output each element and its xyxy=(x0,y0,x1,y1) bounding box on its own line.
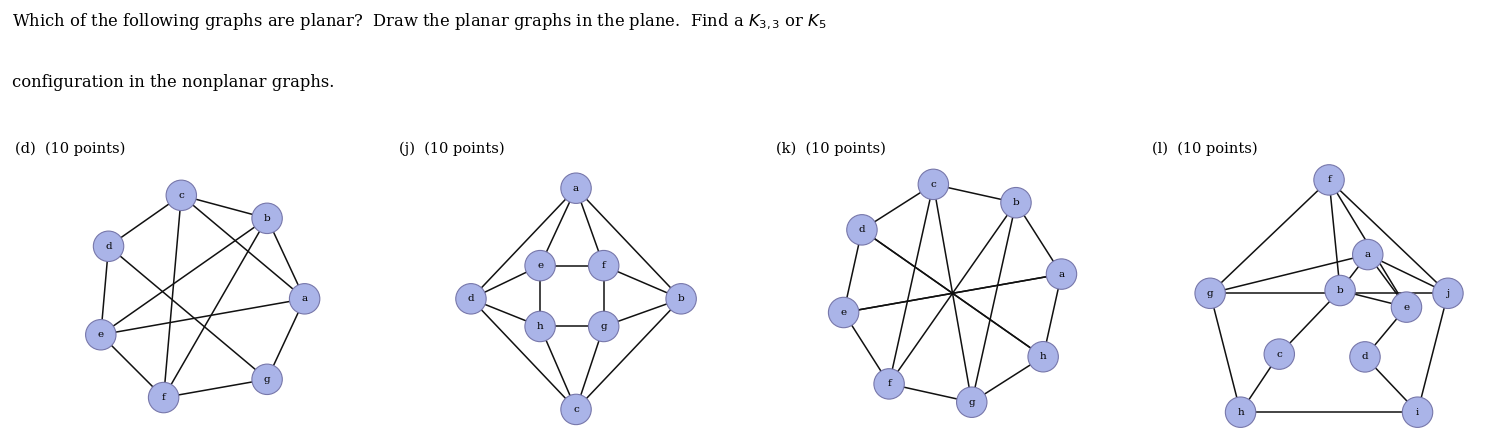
Circle shape xyxy=(166,180,196,211)
Text: a: a xyxy=(572,184,580,193)
Text: g: g xyxy=(1206,289,1214,298)
Text: g: g xyxy=(601,322,607,331)
Text: a: a xyxy=(301,294,307,303)
Text: c: c xyxy=(1277,350,1282,359)
Text: c: c xyxy=(178,191,184,200)
Text: d: d xyxy=(105,242,111,251)
Circle shape xyxy=(560,394,592,425)
Text: d: d xyxy=(1361,352,1369,361)
Circle shape xyxy=(846,215,876,245)
Circle shape xyxy=(1001,187,1032,218)
Circle shape xyxy=(1349,342,1379,372)
Circle shape xyxy=(589,251,619,281)
Text: e: e xyxy=(98,330,104,339)
Text: e: e xyxy=(538,261,544,270)
Text: b: b xyxy=(1012,198,1020,207)
Circle shape xyxy=(1226,397,1256,427)
Circle shape xyxy=(289,284,319,314)
Text: d: d xyxy=(468,294,474,303)
Circle shape xyxy=(1313,165,1345,195)
Circle shape xyxy=(252,364,282,395)
Circle shape xyxy=(1432,278,1464,309)
Circle shape xyxy=(1352,240,1383,270)
Text: c: c xyxy=(931,180,937,189)
Circle shape xyxy=(526,251,556,281)
Text: j: j xyxy=(1446,289,1449,298)
Text: d: d xyxy=(858,225,866,234)
Circle shape xyxy=(666,284,696,314)
Circle shape xyxy=(1029,342,1059,372)
Circle shape xyxy=(252,203,282,234)
Circle shape xyxy=(919,169,949,199)
Circle shape xyxy=(1264,339,1295,369)
Circle shape xyxy=(86,319,116,350)
Text: f: f xyxy=(602,261,605,270)
Text: e: e xyxy=(840,308,846,317)
Circle shape xyxy=(560,173,592,203)
Text: b: b xyxy=(678,294,685,303)
Text: a: a xyxy=(1364,250,1370,259)
Circle shape xyxy=(873,369,904,399)
Circle shape xyxy=(456,284,486,314)
Text: Which of the following graphs are planar?  Draw the planar graphs in the plane. : Which of the following graphs are planar… xyxy=(12,11,827,32)
Text: h: h xyxy=(536,322,544,331)
Text: (l)  (10 points): (l) (10 points) xyxy=(1152,142,1258,156)
Text: configuration in the nonplanar graphs.: configuration in the nonplanar graphs. xyxy=(12,74,334,91)
Circle shape xyxy=(828,297,858,328)
Text: f: f xyxy=(1327,175,1331,184)
Text: f: f xyxy=(161,393,166,402)
Text: a: a xyxy=(1059,269,1065,279)
Text: i: i xyxy=(1416,408,1419,417)
Text: (d)  (10 points): (d) (10 points) xyxy=(15,142,125,156)
Circle shape xyxy=(1402,397,1432,427)
Circle shape xyxy=(1392,292,1422,322)
Circle shape xyxy=(589,311,619,342)
Text: g: g xyxy=(264,375,271,384)
Text: g: g xyxy=(968,398,974,407)
Text: c: c xyxy=(574,405,578,414)
Circle shape xyxy=(149,382,179,413)
Text: (k)  (10 points): (k) (10 points) xyxy=(776,142,886,156)
Text: b: b xyxy=(264,214,271,223)
Text: e: e xyxy=(1404,303,1410,312)
Text: b: b xyxy=(1337,286,1343,295)
Circle shape xyxy=(1325,275,1355,306)
Text: f: f xyxy=(887,380,892,388)
Circle shape xyxy=(1047,259,1077,289)
Circle shape xyxy=(956,387,986,417)
Circle shape xyxy=(1194,278,1226,309)
Circle shape xyxy=(526,311,556,342)
Text: h: h xyxy=(1039,352,1047,361)
Text: (j)  (10 points): (j) (10 points) xyxy=(399,142,505,156)
Text: h: h xyxy=(1238,408,1244,417)
Circle shape xyxy=(93,231,123,261)
